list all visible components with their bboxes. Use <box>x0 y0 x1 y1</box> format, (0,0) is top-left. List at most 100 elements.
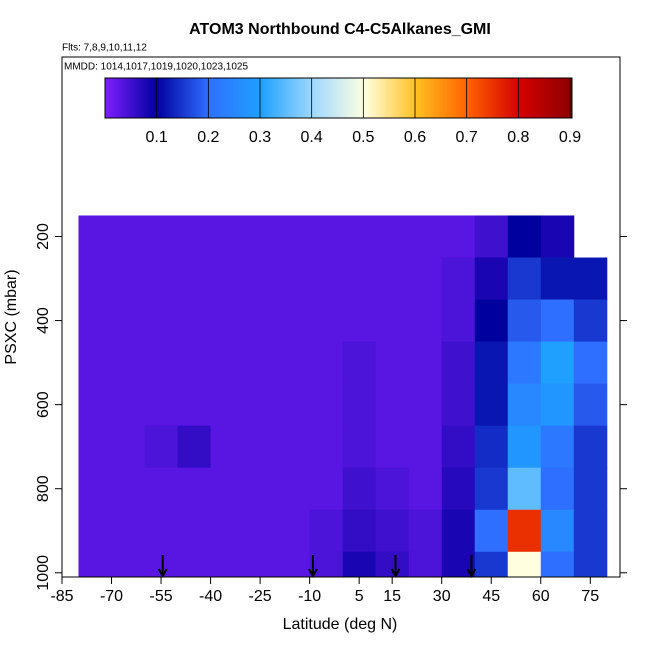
x-tick-label: 5 <box>355 588 364 605</box>
x-tick-label: -25 <box>249 588 272 605</box>
heat-cell <box>441 341 476 385</box>
y-tick-label: 200 <box>35 223 52 250</box>
heat-cell <box>78 383 113 427</box>
heat-cell <box>408 383 443 427</box>
heat-cell <box>111 215 146 259</box>
heat-cell <box>309 383 344 427</box>
heat-cell <box>210 383 245 427</box>
arrow <box>157 555 168 579</box>
heat-cell <box>540 215 575 259</box>
heat-cell <box>111 467 146 511</box>
heat-cell <box>507 509 542 553</box>
x-tick-label: 75 <box>581 588 599 605</box>
x-tick-label: 15 <box>383 588 401 605</box>
heat-cell <box>309 215 344 259</box>
heat-cell <box>111 257 146 301</box>
heat-cell <box>342 257 377 301</box>
heat-cell <box>507 551 542 577</box>
heat-cell <box>276 383 311 427</box>
heat-cell <box>243 425 278 469</box>
x-tick-label: 30 <box>433 588 451 605</box>
heat-cell <box>276 551 311 577</box>
x-tick-label: -10 <box>298 588 321 605</box>
heat-cell <box>144 425 179 469</box>
heat-cell <box>78 467 113 511</box>
heat-cell <box>144 341 179 385</box>
heat-cell <box>210 425 245 469</box>
heat-cell <box>540 341 575 385</box>
heat-cell <box>243 467 278 511</box>
heat-cell <box>309 425 344 469</box>
heat-cell <box>474 341 509 385</box>
heat-cell <box>342 299 377 343</box>
heat-cell <box>210 215 245 259</box>
heat-cell <box>375 215 410 259</box>
heat-cell <box>243 257 278 301</box>
heat-cell <box>111 425 146 469</box>
colorbar-tick-label: 0.5 <box>352 129 374 146</box>
heat-cell <box>375 425 410 469</box>
x-tick-label: 45 <box>482 588 500 605</box>
heat-cell <box>243 509 278 553</box>
heat-cell <box>177 509 212 553</box>
chart-title: ATOM3 Northbound C4-C5Alkanes_GMI <box>189 21 491 38</box>
heat-cell <box>276 257 311 301</box>
heat-cell <box>144 299 179 343</box>
heat-cell <box>309 509 344 553</box>
heat-cell <box>276 299 311 343</box>
heat-cell <box>111 551 146 577</box>
heat-cell <box>342 425 377 469</box>
colorbar-tick-label: 0.7 <box>456 129 478 146</box>
colorbar-tick-label: 0.8 <box>507 129 529 146</box>
heat-cell <box>210 509 245 553</box>
heatmap <box>78 215 608 577</box>
heat-cell <box>243 551 278 577</box>
heat-cell <box>474 215 509 259</box>
heat-cell <box>507 257 542 301</box>
colorbar-tick-label: 0.3 <box>249 129 271 146</box>
heat-cell <box>177 257 212 301</box>
heat-cell <box>276 467 311 511</box>
arrow <box>308 555 318 579</box>
heat-cell <box>540 299 575 343</box>
heat-cell <box>111 341 146 385</box>
heat-cell <box>441 299 476 343</box>
x-tick-label: -70 <box>100 588 123 605</box>
heat-cell <box>507 383 542 427</box>
heat-cell <box>177 467 212 511</box>
colorbar-tick-label: 0.2 <box>197 129 219 146</box>
heat-cell <box>276 509 311 553</box>
y-tick-label: 1000 <box>35 555 52 591</box>
y-tick-label: 800 <box>35 475 52 502</box>
heat-cell <box>474 299 509 343</box>
heat-cell <box>243 215 278 259</box>
heat-cell <box>177 341 212 385</box>
heat-cell <box>78 257 113 301</box>
heat-cell <box>507 425 542 469</box>
heat-cell <box>474 551 509 577</box>
heat-cell <box>342 551 377 577</box>
heat-cell <box>144 467 179 511</box>
heat-cell <box>276 341 311 385</box>
heat-cell <box>144 383 179 427</box>
heat-cell <box>210 341 245 385</box>
arrow <box>466 555 477 579</box>
plot-frame <box>61 56 621 578</box>
colorbar-tick-label: 0.4 <box>301 129 323 146</box>
heat-cell <box>78 341 113 385</box>
subtitle: Flts: 7,8,9,10,11,12 <box>62 43 147 54</box>
heat-cell <box>441 467 476 511</box>
heat-cell <box>474 467 509 511</box>
heat-cell <box>375 551 410 577</box>
colorbar-tick-label: 0.1 <box>146 129 168 146</box>
heat-cell <box>540 257 575 301</box>
heat-cell <box>177 215 212 259</box>
annotation: MMDD: 1014,1017,1019,1020,1023,1025 <box>64 62 248 73</box>
heat-cell <box>540 509 575 553</box>
heat-cell <box>507 215 542 259</box>
heat-cell <box>441 257 476 301</box>
heat-cell <box>342 509 377 553</box>
heat-cell <box>309 341 344 385</box>
heat-cell <box>144 509 179 553</box>
heat-cell <box>540 383 575 427</box>
